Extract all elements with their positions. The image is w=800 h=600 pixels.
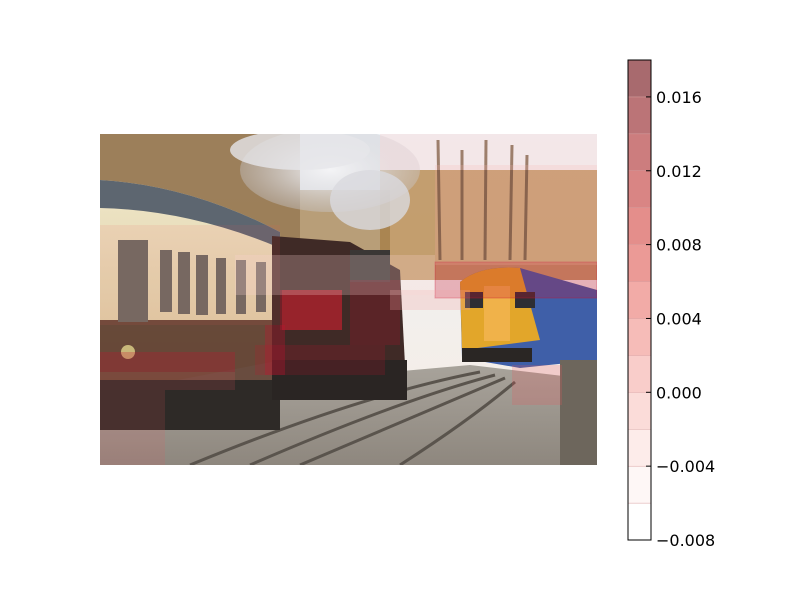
- overlay-region: [265, 325, 285, 375]
- colorbar-band: [627, 59, 652, 98]
- overlay-region: [235, 255, 435, 295]
- overlay-region: [100, 372, 235, 390]
- overlay-region: [100, 390, 165, 465]
- background-photo: [100, 134, 597, 465]
- colorbar-band: [627, 429, 652, 467]
- colorbar-band: [627, 170, 652, 208]
- colorbar-tick-label: 0.000: [656, 383, 702, 402]
- overlay-region: [380, 134, 597, 170]
- overlay-region: [100, 352, 235, 372]
- colorbar-band: [627, 281, 652, 319]
- overlay-region: [434, 261, 597, 299]
- colorbar-tick-label: 0.004: [656, 309, 702, 328]
- colorbar-band: [627, 96, 652, 135]
- overlay-region: [255, 345, 385, 375]
- colorbar-frame: [627, 59, 652, 541]
- colorbar-tick-label: −0.008: [656, 531, 715, 550]
- colorbar-band: [627, 318, 652, 356]
- overlay-region: [435, 262, 597, 298]
- colorbar-band: [627, 502, 652, 541]
- heatmap-overlay: [100, 134, 597, 465]
- overlay-region: [390, 290, 470, 310]
- colorbar: −0.008 −0.004 0.000 0.004 0.008 0.012 0.016: [627, 59, 715, 550]
- overlay-region: [512, 365, 562, 405]
- colorbar-ticks: −0.008 −0.004 0.000 0.004 0.008 0.012 0.016: [646, 88, 715, 550]
- overlay-region: [435, 165, 597, 265]
- colorbar-band: [627, 207, 652, 245]
- colorbar-band: [627, 244, 652, 282]
- overlay-region: [100, 225, 280, 325]
- colorbar-band: [627, 355, 652, 393]
- colorbar-band: [627, 133, 652, 171]
- colorbar-tick-label: −0.004: [656, 457, 715, 476]
- overlay-region: [280, 290, 342, 330]
- colorbar-band: [627, 392, 652, 430]
- colorbar-tick-label: 0.012: [656, 162, 702, 181]
- colorbar-tick-label: 0.016: [656, 88, 702, 107]
- overlay-region: [350, 280, 400, 345]
- colorbar-bands: [627, 59, 652, 541]
- colorbar-tick-label: 0.008: [656, 236, 702, 255]
- colorbar-band: [627, 465, 652, 504]
